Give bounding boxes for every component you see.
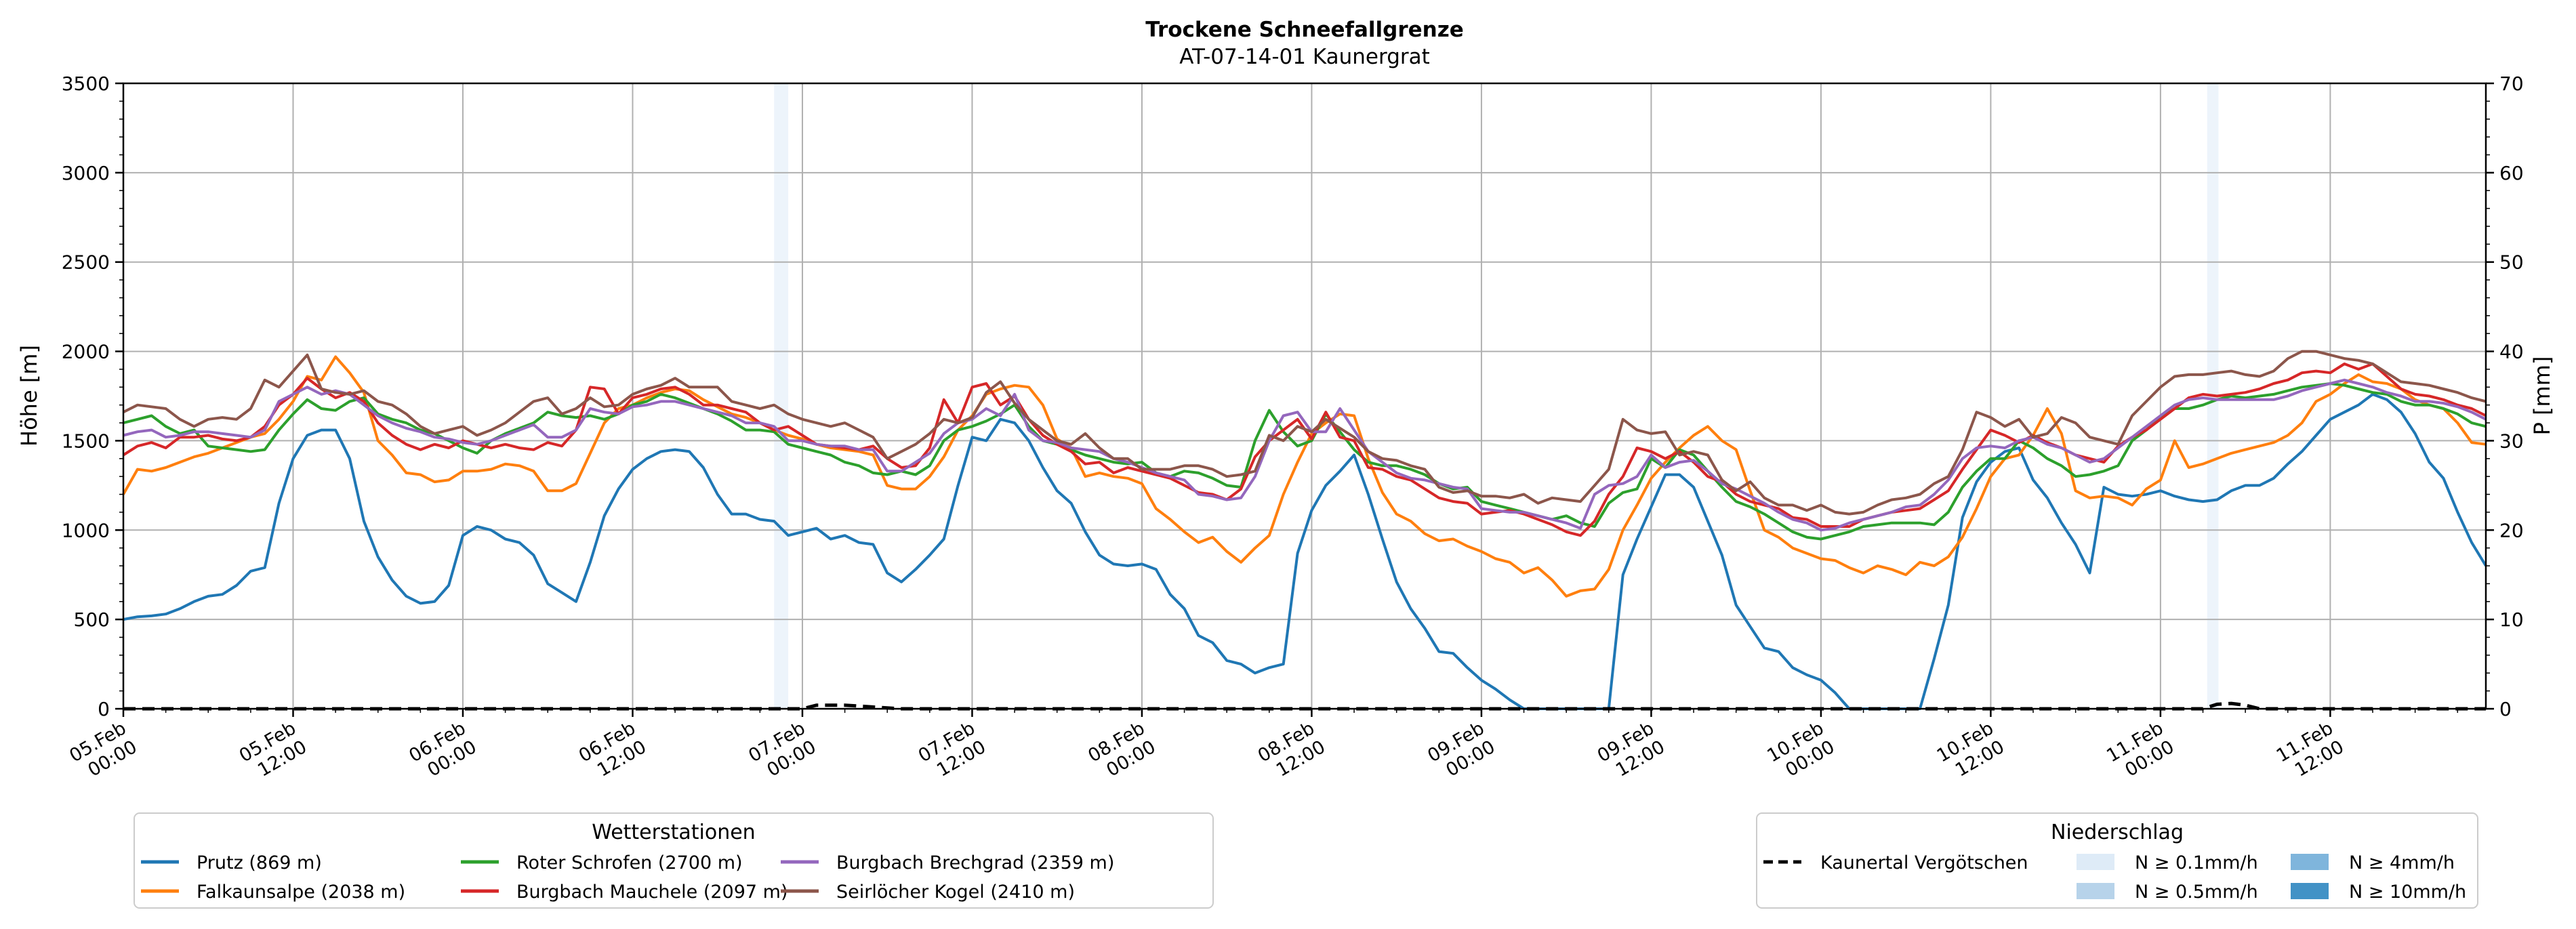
legend-label-0: Prutz (869 m) xyxy=(197,852,322,873)
legend-swatch-1 xyxy=(2077,883,2114,899)
series-lines xyxy=(122,350,2487,710)
y-tick-label-1: 500 xyxy=(74,608,110,631)
legend-stations-entries: Prutz (869 m) Falkaunsalpe (2038 m) Roter … xyxy=(141,852,1114,903)
y-right-tick-label-5: 50 xyxy=(2499,251,2524,274)
y-tick-label-2: 1000 xyxy=(62,519,110,541)
legend-swatch-0 xyxy=(2077,854,2114,870)
legend-precipitation-title: Niederschlag xyxy=(2051,821,2184,844)
legend-precip-line-label: Kaunertal Vergötschen xyxy=(1820,852,2028,873)
legend-swatch-3 xyxy=(2291,883,2329,899)
right-axis-ticks: 0 10 20 30 40 50 60 70 xyxy=(2486,73,2524,720)
y-tick-label-4: 2000 xyxy=(62,341,110,363)
y-right-tick-label-7: 70 xyxy=(2499,73,2524,95)
legend-swatch-label-3: N ≥ 10mm/h xyxy=(2349,882,2466,903)
legend-label-5: Seirlöcher Kogel (2410 m) xyxy=(836,882,1075,903)
left-axis-ticks: 0 500 1000 1500 2000 2500 3000 3500 xyxy=(62,73,123,720)
series-line-1 xyxy=(122,355,2487,598)
y-right-tick-label-2: 20 xyxy=(2499,519,2524,541)
legend-swatch-label-1: N ≥ 0.5mm/h xyxy=(2135,882,2258,903)
series-line-5 xyxy=(123,350,2487,516)
y-tick-label-3: 1500 xyxy=(62,430,110,452)
series-line-4 xyxy=(123,378,2487,532)
legend-label-4: Burgbach Brechgrad (2359 m) xyxy=(836,852,1114,873)
y-tick-label-5: 2500 xyxy=(62,251,110,274)
y-right-tick-label-3: 30 xyxy=(2499,430,2524,452)
y-tick-label-0: 0 xyxy=(98,698,110,720)
series-line-2 xyxy=(123,382,2487,541)
y-right-tick-label-4: 40 xyxy=(2499,341,2524,363)
legend-label-1: Falkaunsalpe (2038 m) xyxy=(197,882,405,903)
legend-precipitation: Niederschlag Kaunertal Vergötschen N ≥ 0… xyxy=(1756,812,2478,909)
y-tick-label-7: 3500 xyxy=(62,73,110,95)
y-right-tick-label-1: 10 xyxy=(2499,608,2524,631)
y-axis-label: Höhe [m] xyxy=(16,345,42,447)
legend-stations-frame xyxy=(134,812,1214,909)
chart-title: Trockene Schneefallgrenze xyxy=(1145,18,1464,42)
legend-stations-title: Wetterstationen xyxy=(592,821,755,844)
series-line-0 xyxy=(123,392,2487,710)
y-right-tick-label-0: 0 xyxy=(2499,698,2512,720)
legend-precip-swatches: N ≥ 0.1mm/h N ≥ 0.5mm/h N ≥ 4mm/h N ≥ 10mm/… xyxy=(2077,852,2466,903)
y-right-tick-label-6: 60 xyxy=(2499,162,2524,184)
legend-swatch-2 xyxy=(2291,854,2329,870)
legend-label-2: Roter Schrofen (2700 m) xyxy=(516,852,743,873)
plot-frame xyxy=(122,82,2487,710)
legend-label-3: Burgbach Mauchele (2097 m) xyxy=(516,882,788,903)
legend-swatch-label-2: N ≥ 4mm/h xyxy=(2349,852,2455,873)
y-tick-label-6: 3000 xyxy=(62,162,110,184)
legend-swatch-label-0: N ≥ 0.1mm/h xyxy=(2135,852,2258,873)
chart-subtitle: AT-07-14-01 Kaunergrat xyxy=(1179,45,1430,69)
precip-shade-band-0 xyxy=(774,83,789,709)
y-axis-right-label: P [mm] xyxy=(2529,356,2555,436)
legend-stations: Wetterstationen Prutz (869 m) Falkaunsalp… xyxy=(134,812,1214,909)
